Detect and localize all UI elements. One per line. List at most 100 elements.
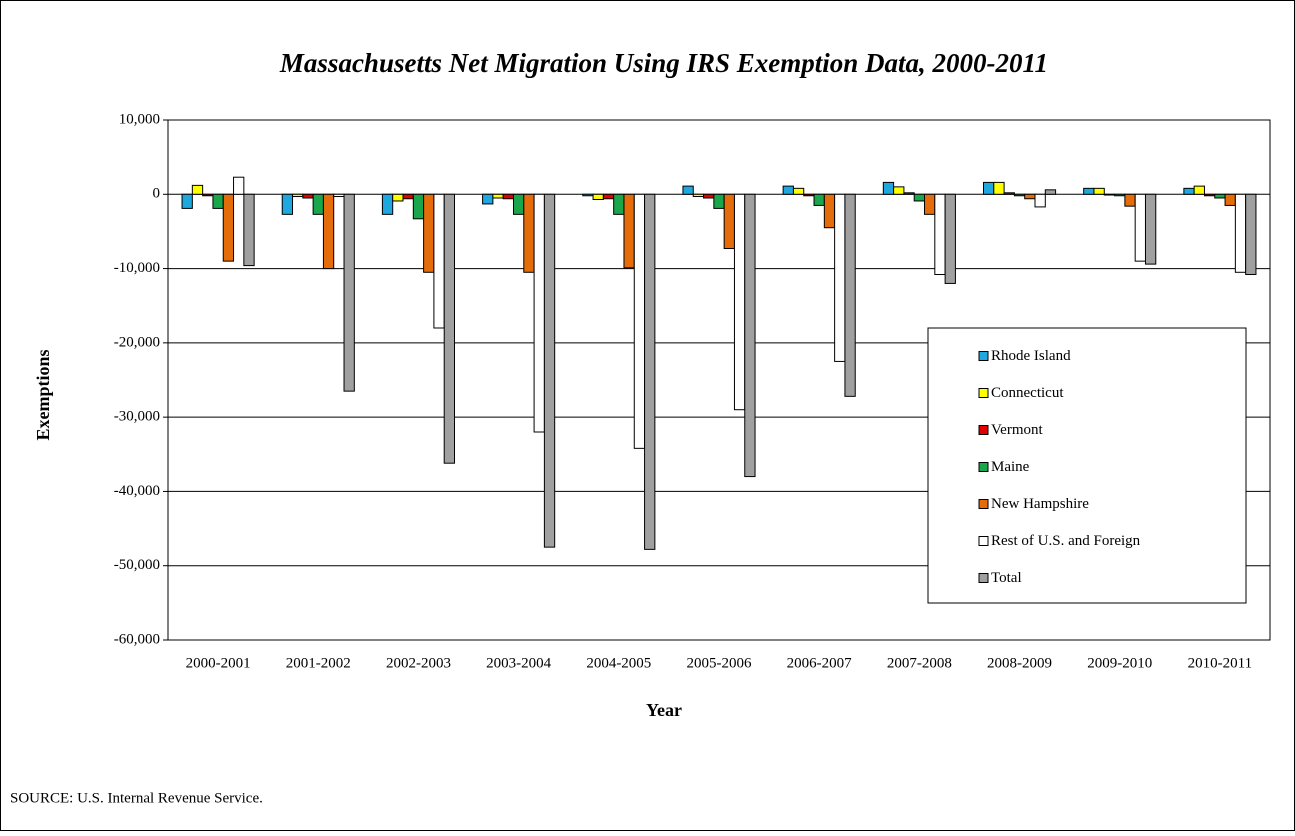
bar — [181, 193, 193, 209]
bar — [602, 193, 615, 200]
bar — [1214, 193, 1226, 199]
y-axis-label: Exemptions — [33, 349, 53, 440]
bar — [944, 193, 956, 284]
bar — [1193, 185, 1205, 195]
bar — [844, 193, 856, 397]
bar — [782, 185, 794, 195]
bar — [613, 193, 625, 215]
bar — [993, 181, 1005, 195]
y-tick-label: -20,000 — [114, 334, 160, 350]
bar — [1245, 193, 1257, 276]
bar — [934, 193, 946, 276]
legend-label: Connecticut — [991, 385, 1064, 401]
bar — [381, 193, 394, 215]
bar — [1144, 193, 1157, 265]
bar — [333, 193, 345, 198]
y-tick-label: -30,000 — [114, 409, 160, 425]
x-tick-label: 2005-2006 — [687, 655, 752, 671]
bar — [913, 193, 926, 202]
bar — [1103, 193, 1116, 196]
bar — [412, 193, 425, 220]
y-tick-label: -60,000 — [114, 631, 160, 647]
bar — [523, 193, 535, 273]
chart-title: Massachusetts Net Migration Using IRS Ex… — [279, 48, 1048, 78]
bar — [243, 193, 255, 267]
bar — [533, 193, 545, 433]
bar — [222, 193, 235, 262]
legend-label: Rhode Island — [991, 348, 1071, 364]
bar — [543, 193, 556, 548]
bar — [633, 193, 646, 449]
bar — [402, 193, 414, 200]
legend-swatch — [978, 499, 989, 509]
bar — [982, 181, 995, 195]
bar — [512, 193, 525, 215]
bar — [592, 193, 604, 200]
bar — [233, 176, 245, 195]
bar — [343, 193, 355, 392]
bar — [1093, 187, 1105, 195]
bar — [281, 193, 294, 215]
bar — [623, 193, 635, 269]
plot-border — [167, 119, 1271, 641]
bar — [482, 193, 494, 205]
bar — [903, 192, 915, 195]
bar — [433, 193, 445, 329]
bar — [1044, 189, 1057, 195]
legend-label: Maine — [991, 459, 1030, 475]
legend-label: Vermont — [991, 422, 1043, 438]
bar — [713, 193, 725, 209]
bar — [834, 193, 846, 362]
bar — [733, 193, 746, 411]
x-tick-label: 2002-2003 — [386, 655, 451, 671]
bar — [703, 193, 715, 199]
bar — [692, 193, 705, 198]
y-tick-label: 0 — [153, 186, 161, 202]
legend-swatch — [978, 425, 989, 435]
bar — [823, 193, 836, 229]
bar — [882, 181, 895, 195]
bar — [813, 193, 825, 206]
x-axis-label: Year — [646, 700, 682, 720]
bar — [322, 193, 335, 270]
bar — [744, 193, 756, 478]
legend-box — [927, 327, 1247, 604]
legend-swatch — [978, 462, 989, 472]
x-tick-label: 2004-2005 — [586, 655, 651, 671]
bar — [502, 193, 514, 200]
x-tick-label: 2000-2001 — [186, 655, 251, 671]
x-tick-label: 2003-2004 — [486, 655, 551, 671]
y-tick-label: -50,000 — [114, 557, 160, 573]
legend-label: Total — [991, 570, 1022, 586]
bar — [644, 193, 656, 550]
bar — [443, 193, 456, 464]
bar — [1114, 193, 1126, 197]
x-tick-label: 2008-2009 — [987, 655, 1052, 671]
y-tick-label: 10,000 — [119, 111, 160, 127]
bar — [492, 193, 504, 199]
bar — [292, 193, 304, 198]
bar — [1234, 193, 1247, 273]
x-tick-label: 2006-2007 — [787, 655, 852, 671]
legend-label: New Hampshire — [991, 496, 1089, 512]
bar — [924, 193, 936, 215]
bar — [312, 193, 324, 215]
bar — [1134, 193, 1146, 262]
bar — [423, 193, 435, 273]
bar — [682, 185, 694, 195]
bar — [1034, 193, 1046, 208]
x-tick-label: 2010-2011 — [1188, 655, 1252, 671]
legend-swatch — [978, 351, 989, 361]
bar — [392, 193, 404, 202]
legend-label: Rest of U.S. and Foreign — [991, 533, 1141, 549]
bar — [1083, 187, 1095, 195]
bar — [212, 193, 224, 209]
x-tick-label: 2001-2002 — [286, 655, 351, 671]
legend-swatch — [978, 536, 989, 546]
bar — [1183, 187, 1195, 195]
legend-swatch — [978, 388, 989, 398]
y-tick-label: -40,000 — [114, 483, 160, 499]
x-tick-label: 2007-2008 — [887, 655, 952, 671]
bar — [191, 184, 204, 195]
